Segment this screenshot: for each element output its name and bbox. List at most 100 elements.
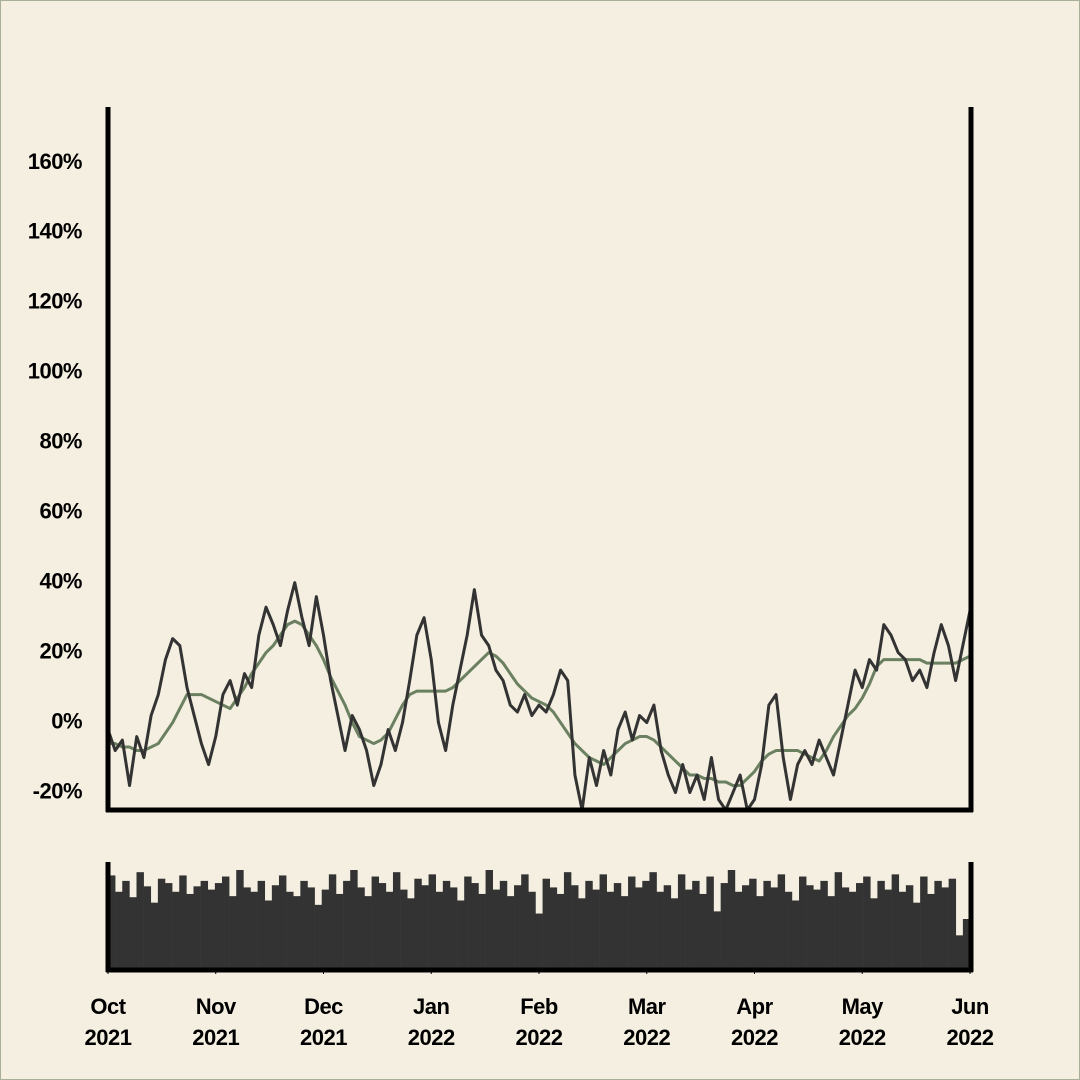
y-tick-label: 160% [28,149,82,174]
volume-bar [371,876,380,968]
x-tick-label: Dec 2021 [300,994,347,1050]
volume-bar [677,874,686,968]
volume-bar [734,891,743,968]
volume-bar [863,876,871,968]
volume-bar [350,870,358,968]
volume-bar [913,902,921,968]
volume-bar [442,880,451,968]
volume-bar [357,887,365,968]
y-tick-label: 60% [39,499,82,524]
y-tick-label: 40% [39,568,82,593]
volume-bar [278,875,287,968]
volume-bar [428,874,437,968]
moving-average-line [108,619,970,788]
volume-bar [784,891,793,968]
volume-bar [642,880,650,968]
volume-bar [257,880,266,968]
x-tick-label: Oct 2021 [85,994,132,1050]
volume-bar [150,902,159,968]
volume-bar [905,885,914,968]
volume-bar [250,891,258,968]
volume-bar [243,887,251,968]
axes [105,107,974,973]
x-tick-label: Apr 2022 [731,994,778,1050]
volume-bar [115,891,123,968]
volume-bar [656,891,664,968]
volume-bar [264,900,273,968]
y-tick-label: 0% [51,708,82,733]
volume-bar [492,889,501,968]
x-tick-label: Mar 2022 [623,994,670,1050]
volume-bar [813,889,821,968]
y-tick-label: 80% [39,429,82,454]
volume-bar [635,887,643,968]
volume-bar [506,896,515,968]
volume-bar [877,880,885,968]
volume-bar [663,885,672,968]
volume-bar [820,880,828,968]
volume-bar [528,891,536,968]
volume-bar [791,900,800,968]
volume-bar [841,887,850,968]
volume-plot [108,870,971,968]
volume-bar [421,885,429,968]
volume-bar [806,885,814,968]
volume-bar [856,883,864,968]
x-tick-label: Jan 2022 [408,994,455,1050]
volume-bar [143,886,152,968]
volume-bar [884,889,892,968]
volume-bar [521,874,529,968]
volume-bar [485,870,493,968]
volume-bar [578,898,586,968]
x-tick-label: Feb 2022 [516,994,563,1050]
volume-bar [414,878,422,968]
volume-bar [514,885,522,968]
volume-bar [535,913,543,968]
volume-bar [207,889,216,968]
volume-bar [236,870,244,968]
volume-bar [542,878,550,968]
volume-bar [585,880,593,968]
volume-bar [670,898,679,968]
volume-bar [400,889,408,968]
volume-bar [457,900,465,968]
volume-bar [920,876,928,968]
volume-bar [122,880,130,968]
volume-bar [471,883,479,968]
volume-bar [827,896,835,968]
volume-bar [157,878,166,968]
volume-bar [742,885,750,968]
volume-bar [200,880,209,968]
volume-bar [770,887,778,968]
volume-bar [449,887,458,968]
volume-bar [898,891,907,968]
volume-bar [649,872,657,968]
volume-bar [549,887,558,968]
volume-bar [563,872,572,968]
volume-bar [706,876,714,968]
volume-bar [499,880,508,968]
volume-bar [314,904,323,968]
volume-bar [749,878,757,968]
volume-bar [941,887,949,968]
x-tick-label: Nov 2021 [192,994,239,1050]
volume-bar [848,891,857,968]
volume-bar [435,891,444,968]
volume-bar [193,886,201,968]
volume-bar [927,893,935,968]
y-tick-label: 140% [28,219,82,244]
volume-bar [364,896,372,968]
volume-bar [328,874,337,968]
y-tick-label: -20% [33,778,82,803]
volume-bar [834,872,843,968]
volume-bar [756,896,764,968]
volume-bar [685,889,693,968]
y-tick-label: 120% [28,289,82,314]
volume-bar [392,872,401,968]
volume-bar [955,935,964,968]
volume-bar [407,898,415,968]
volume-bar [335,893,344,968]
volume-bar [799,876,807,968]
volume-bar [164,883,173,968]
price-plot [108,581,970,810]
